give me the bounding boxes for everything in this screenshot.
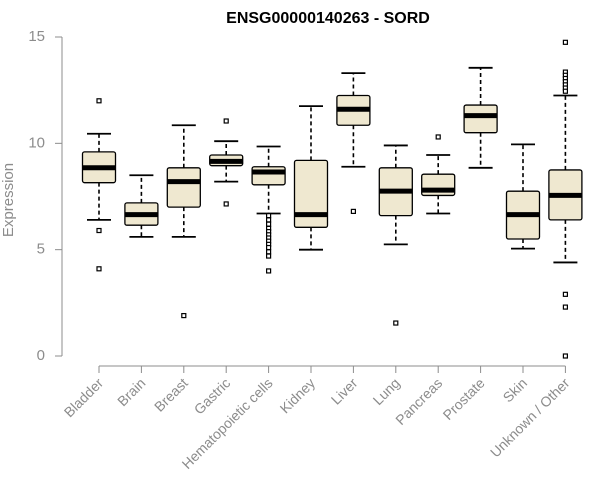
y-tick-label: 0 bbox=[37, 347, 45, 364]
box-9 bbox=[421, 134, 456, 215]
outlier-point bbox=[223, 201, 229, 207]
box-3 bbox=[166, 124, 201, 319]
outlier-point bbox=[181, 312, 187, 319]
box-series bbox=[81, 39, 583, 359]
outlier-point bbox=[562, 39, 569, 45]
outlier-point bbox=[350, 208, 356, 214]
x-category-label: Lung bbox=[370, 375, 403, 408]
outlier-point bbox=[96, 98, 102, 104]
chart-title: ENSG00000140263 - SORD bbox=[226, 10, 430, 27]
outlier-point bbox=[562, 88, 569, 94]
x-category-label: Brain bbox=[114, 375, 148, 409]
outlier-point bbox=[266, 244, 272, 251]
box-iqr bbox=[166, 167, 201, 208]
y-axis-title: Expression bbox=[0, 163, 17, 237]
x-category-label: Breast bbox=[151, 375, 191, 415]
box-11 bbox=[505, 143, 541, 250]
box-iqr bbox=[251, 166, 286, 186]
outlier-point bbox=[562, 304, 569, 310]
outlier-point bbox=[266, 213, 272, 219]
outlier-point bbox=[266, 268, 272, 274]
x-category-label: Bladder bbox=[61, 375, 107, 421]
box-7 bbox=[336, 72, 371, 214]
box-12 bbox=[548, 39, 583, 359]
outlier-point bbox=[96, 227, 102, 234]
y-tick-label: 5 bbox=[37, 241, 45, 258]
box-iqr bbox=[293, 159, 329, 228]
outlier-point bbox=[435, 134, 441, 140]
x-category-label: Pancreas bbox=[392, 375, 445, 428]
box-4 bbox=[209, 118, 244, 207]
outlier-point bbox=[562, 291, 569, 297]
y-tick-label: 15 bbox=[28, 28, 45, 45]
box-10 bbox=[463, 66, 498, 169]
box-5 bbox=[251, 145, 286, 274]
x-category-label: Skin bbox=[500, 375, 531, 406]
outlier-point bbox=[266, 249, 272, 255]
outlier-point bbox=[266, 221, 272, 227]
outlier-point bbox=[393, 320, 399, 326]
outlier-point bbox=[223, 118, 229, 124]
y-tick-label: 10 bbox=[28, 134, 45, 151]
y-axis: 0 5 10 15 bbox=[28, 28, 63, 364]
box-8 bbox=[378, 144, 413, 326]
box-2 bbox=[124, 174, 159, 238]
box-iqr bbox=[463, 104, 498, 134]
box-1 bbox=[81, 98, 117, 272]
outlier-point bbox=[266, 217, 272, 223]
outlier-point bbox=[266, 253, 272, 259]
x-category-label: Prostate bbox=[440, 375, 488, 423]
box-6 bbox=[293, 105, 329, 251]
x-category-label: Unknown / Other bbox=[487, 375, 573, 461]
outlier-point bbox=[96, 266, 102, 272]
x-category-label: Liver bbox=[328, 375, 361, 408]
outlier-point bbox=[562, 353, 569, 359]
x-category-label: Kidney bbox=[277, 375, 319, 417]
